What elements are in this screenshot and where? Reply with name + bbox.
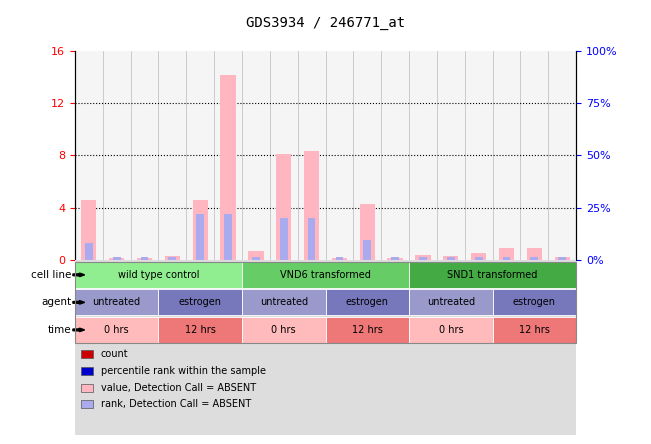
Bar [165,256,180,260]
Text: VND6 transformed: VND6 transformed [280,270,371,280]
Bar [475,257,482,260]
Text: wild type control: wild type control [118,270,199,280]
Text: SND1 transformed: SND1 transformed [447,270,538,280]
Bar [224,214,232,260]
Bar [499,248,514,260]
Text: rank, Detection Call = ABSENT: rank, Detection Call = ABSENT [101,400,251,409]
Bar [109,258,124,260]
Bar [387,258,403,260]
Bar [363,240,371,260]
Bar [419,257,427,260]
Bar [252,257,260,260]
Bar [141,257,148,260]
Bar [391,257,399,260]
Text: GDS3934 / 246771_at: GDS3934 / 246771_at [246,16,405,30]
Bar [559,257,566,260]
Bar [197,214,204,260]
Text: cell line: cell line [31,270,72,280]
Bar [555,257,570,260]
Bar [248,250,264,260]
Text: untreated: untreated [260,297,308,307]
Text: 12 hrs: 12 hrs [185,325,215,335]
Text: value, Detection Call = ABSENT: value, Detection Call = ABSENT [101,383,256,392]
Bar [276,154,292,260]
Text: 0 hrs: 0 hrs [104,325,129,335]
Text: untreated: untreated [427,297,475,307]
Text: 12 hrs: 12 hrs [519,325,550,335]
Bar [335,257,343,260]
Bar [280,218,288,260]
Bar [169,257,176,260]
Bar [531,257,538,260]
Bar [503,257,510,260]
Text: estrogen: estrogen [178,297,222,307]
Bar [443,256,458,260]
Bar [137,258,152,260]
Bar [193,200,208,260]
Text: percentile rank within the sample: percentile rank within the sample [101,366,266,376]
Bar [81,200,96,260]
Bar [308,218,316,260]
Text: untreated: untreated [92,297,141,307]
Bar [527,248,542,260]
Text: 0 hrs: 0 hrs [439,325,463,335]
Text: 0 hrs: 0 hrs [271,325,296,335]
Text: estrogen: estrogen [513,297,556,307]
Bar [447,257,454,260]
Bar [113,257,120,260]
Text: agent: agent [42,297,72,307]
Text: 12 hrs: 12 hrs [352,325,383,335]
Bar [332,258,347,260]
Text: time: time [48,325,72,335]
Bar [85,243,92,260]
Bar [304,151,319,260]
Bar [221,75,236,260]
Bar [359,204,375,260]
Text: estrogen: estrogen [346,297,389,307]
Bar [415,254,430,260]
Bar [471,253,486,260]
Text: count: count [101,349,128,359]
